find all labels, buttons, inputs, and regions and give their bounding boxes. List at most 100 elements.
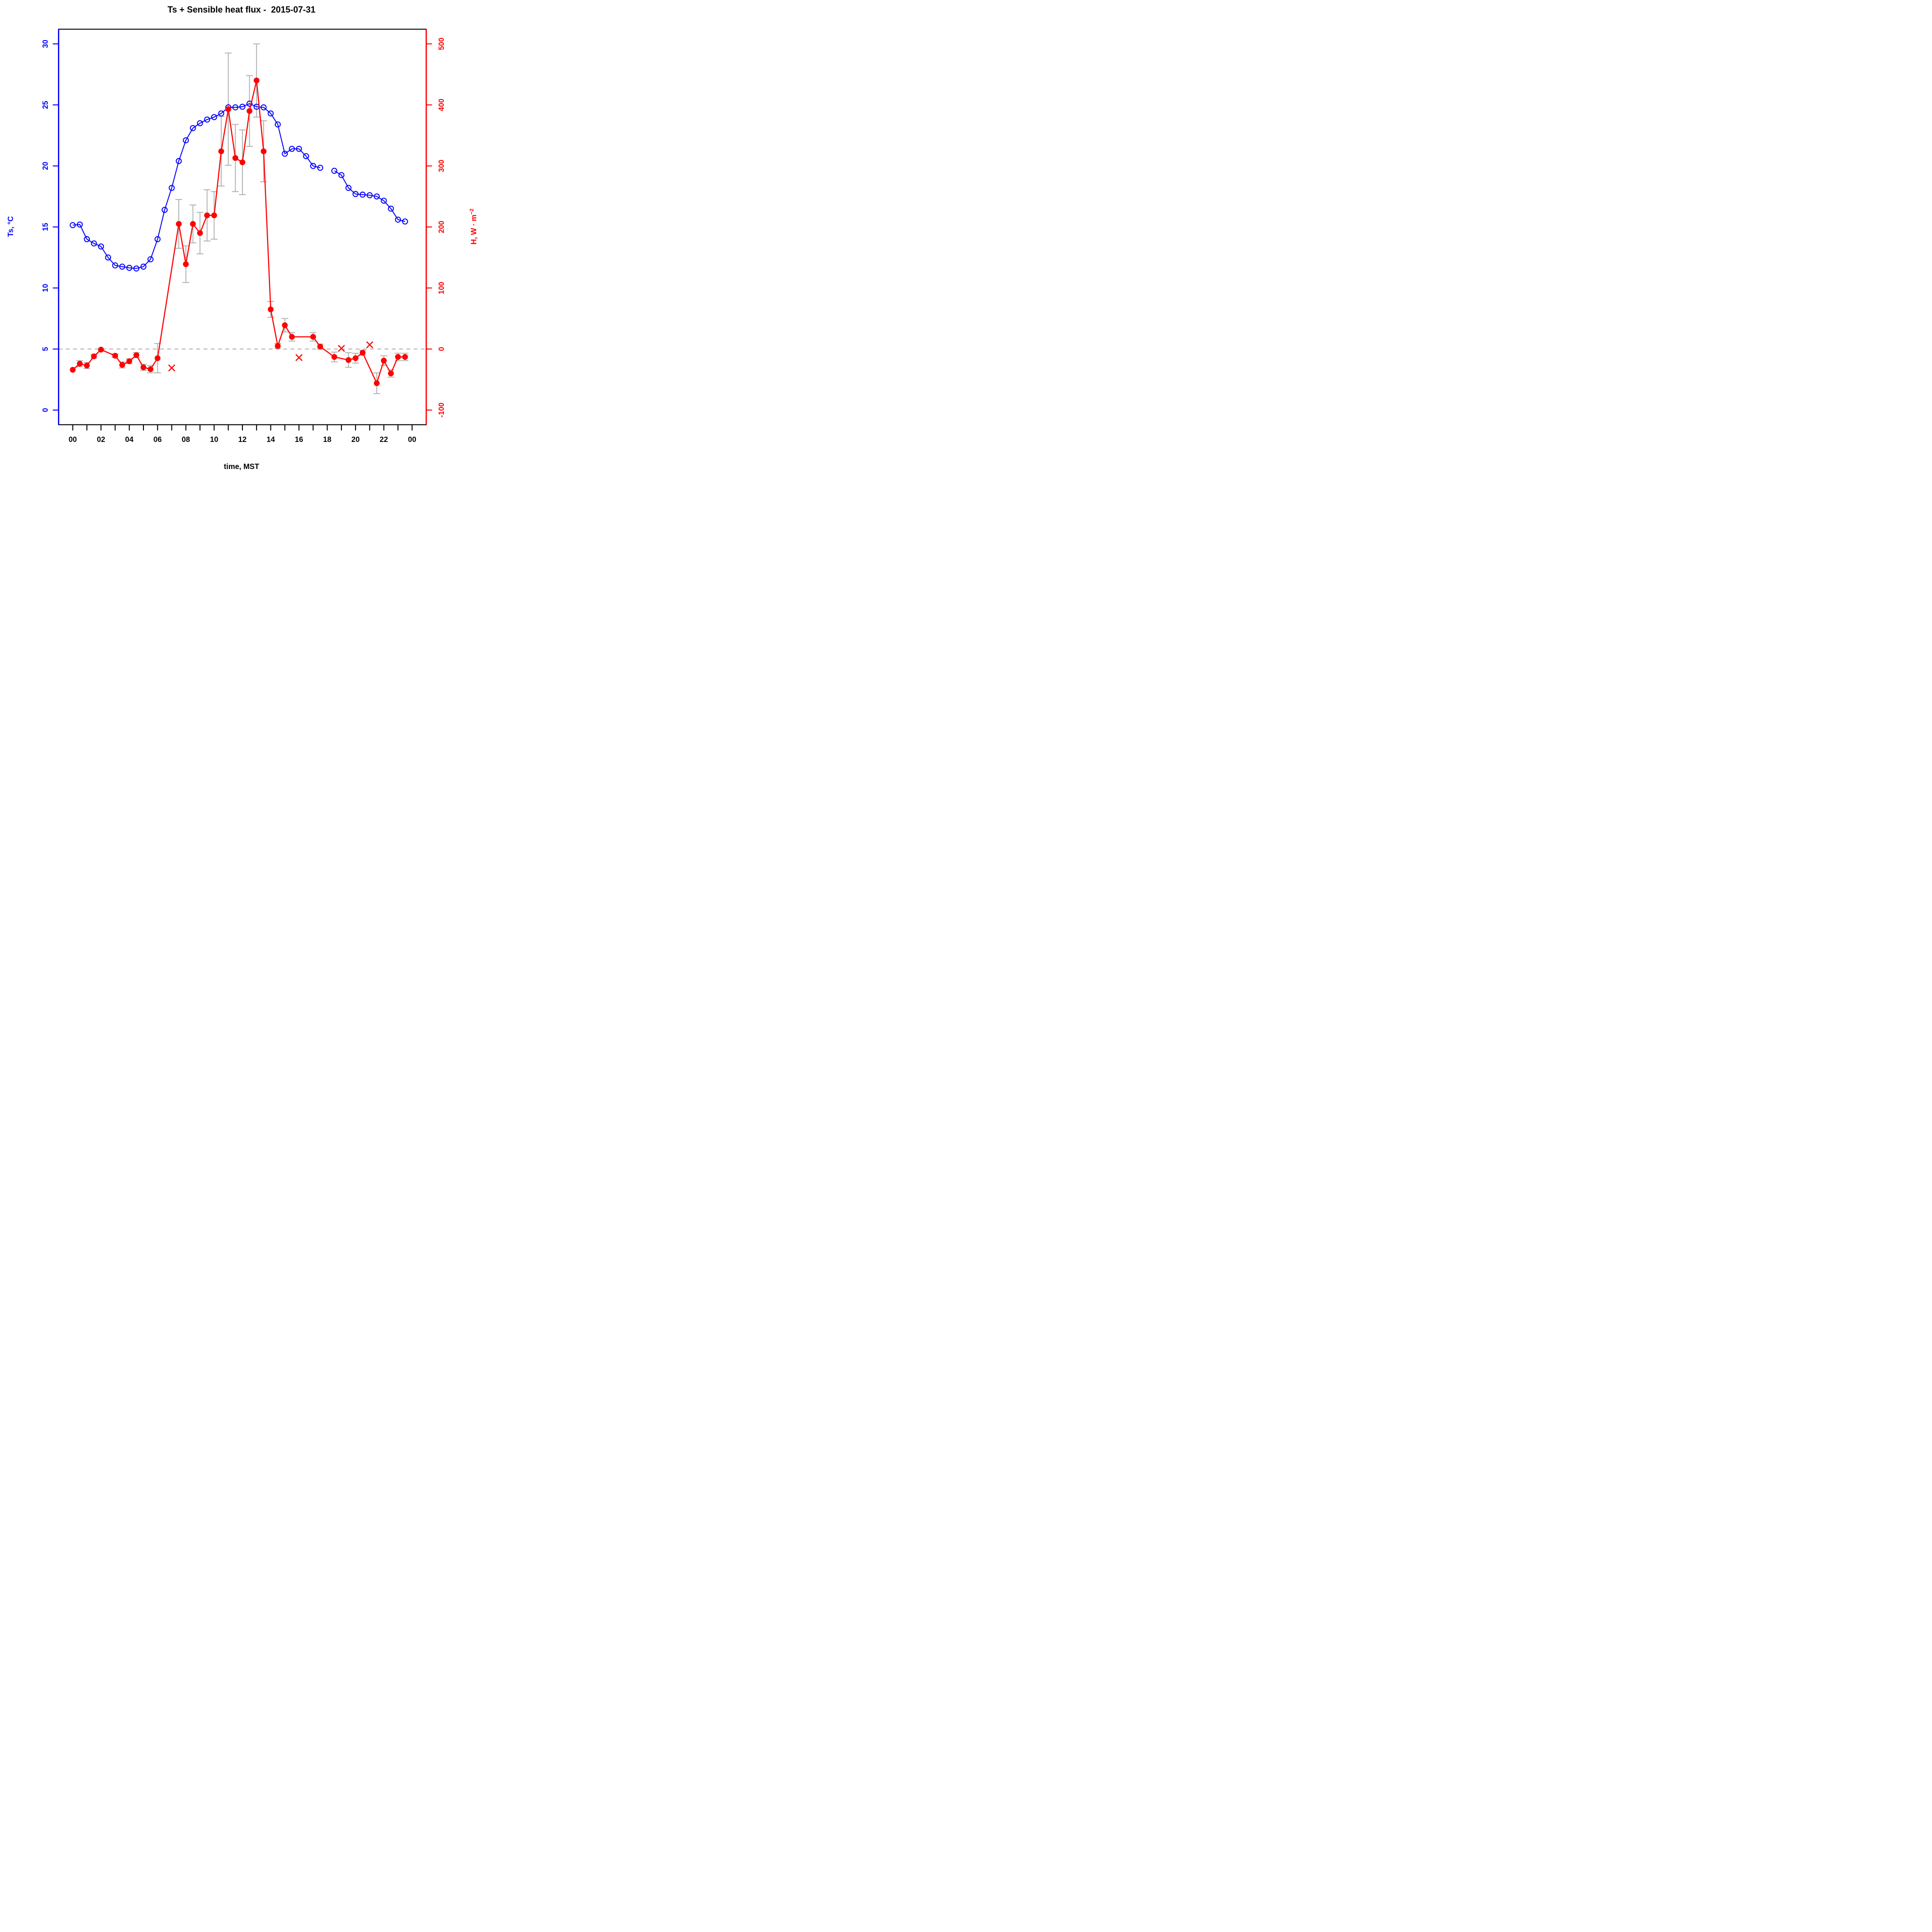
ts-point <box>296 145 302 152</box>
ts-point <box>70 222 76 228</box>
h-point <box>183 261 189 267</box>
h-point <box>147 366 154 372</box>
ts-point <box>352 191 359 197</box>
right-tick-label: 100 <box>438 282 446 294</box>
ts-point <box>140 263 147 270</box>
x-tick-label: 10 <box>210 436 218 444</box>
ts-point <box>161 207 168 213</box>
right-tick-label: 300 <box>438 160 446 172</box>
ts-point <box>197 120 203 127</box>
ts-point <box>402 218 408 225</box>
left-tick-label: 0 <box>42 408 50 412</box>
ts-point <box>175 158 182 164</box>
h-point <box>282 322 288 328</box>
x-tick-label: 02 <box>97 436 105 444</box>
h-point <box>190 221 196 227</box>
h-point <box>225 106 231 113</box>
ts-point <box>395 216 401 223</box>
h-point <box>112 353 118 359</box>
h-point <box>260 148 267 155</box>
right-axis-title: H, W · m−2 <box>469 208 479 245</box>
outlier-x-mark <box>366 341 373 349</box>
ts-point <box>154 236 161 242</box>
plot-box <box>58 28 427 426</box>
ts-point <box>345 185 352 191</box>
right-tick-label: 200 <box>438 221 446 233</box>
right-tick-label: 500 <box>438 38 446 50</box>
h-point <box>402 354 408 360</box>
ts-line-segment <box>334 170 405 222</box>
h-point <box>388 370 394 377</box>
ts-point <box>76 221 83 228</box>
chart-figure: Ts + Sensible heat flux - 2015-07-31 Ts,… <box>0 0 483 483</box>
ts-point <box>105 254 112 261</box>
x-tick-label: 00 <box>69 436 77 444</box>
x-tick-label: 14 <box>267 436 275 444</box>
ts-point <box>98 243 104 250</box>
h-point <box>275 343 281 349</box>
h-point <box>381 357 387 364</box>
h-point <box>239 159 245 165</box>
ts-point <box>190 125 196 131</box>
ts-point <box>211 114 217 120</box>
h-point <box>91 353 97 359</box>
h-point <box>289 334 295 340</box>
ts-point <box>274 121 281 128</box>
ts-point <box>126 265 132 271</box>
h-point <box>133 352 140 358</box>
ts-point <box>381 198 387 204</box>
h-point <box>218 148 224 155</box>
x-tick-label: 08 <box>182 436 190 444</box>
h-point <box>254 77 260 84</box>
h-point <box>232 155 239 161</box>
h-line <box>72 80 405 385</box>
x-tick-label: 04 <box>125 436 134 444</box>
h-point <box>155 355 161 361</box>
h-point <box>84 362 90 369</box>
ts-point <box>91 240 97 247</box>
ts-point <box>84 236 90 242</box>
ts-point <box>282 151 288 157</box>
h-point <box>140 364 146 370</box>
right-tick-label: 400 <box>438 99 446 111</box>
ts-point <box>367 192 373 199</box>
h-point <box>77 360 83 367</box>
ts-point <box>373 193 380 199</box>
x-tick-label: 00 <box>408 436 416 444</box>
left-axis-title: Ts, °C <box>7 216 15 237</box>
ts-point <box>317 165 324 171</box>
chart-title: Ts + Sensible heat flux - 2015-07-31 <box>167 5 316 14</box>
ts-point <box>218 110 225 117</box>
ts-point <box>260 104 267 111</box>
right-axis-title-exponent: −2 <box>469 208 475 215</box>
outlier-x-mark <box>295 354 303 361</box>
h-point <box>98 346 104 353</box>
x-tick-label: 18 <box>323 436 332 444</box>
h-point <box>395 354 401 360</box>
left-tick-label: 30 <box>42 40 50 48</box>
ts-point <box>388 205 394 212</box>
outlier-x-mark <box>338 345 345 352</box>
h-point <box>119 362 126 368</box>
left-tick-label: 5 <box>42 347 50 351</box>
ts-point <box>147 256 154 263</box>
x-tick-label: 22 <box>380 436 388 444</box>
h-point <box>359 350 366 356</box>
h-point <box>268 306 274 313</box>
h-point <box>331 354 338 360</box>
x-axis-title: time, MST <box>224 463 259 471</box>
right-tick-label: 0 <box>438 347 446 351</box>
ts-point <box>338 172 345 178</box>
left-tick-label: 20 <box>42 162 50 170</box>
plot-area: 00 02 04 06 08 10 12 14 16 18 20 22 00051015202530-1… <box>42 28 446 444</box>
ts-point <box>253 103 260 110</box>
ts-point <box>119 263 126 270</box>
ts-line-segment <box>72 103 321 269</box>
ts-point <box>268 110 274 117</box>
ts-point <box>310 163 316 169</box>
x-tick-label: 12 <box>238 436 246 444</box>
h-point <box>345 357 352 363</box>
x-tick-label: 06 <box>154 436 162 444</box>
left-tick-label: 15 <box>42 223 50 231</box>
ts-point <box>169 185 175 191</box>
